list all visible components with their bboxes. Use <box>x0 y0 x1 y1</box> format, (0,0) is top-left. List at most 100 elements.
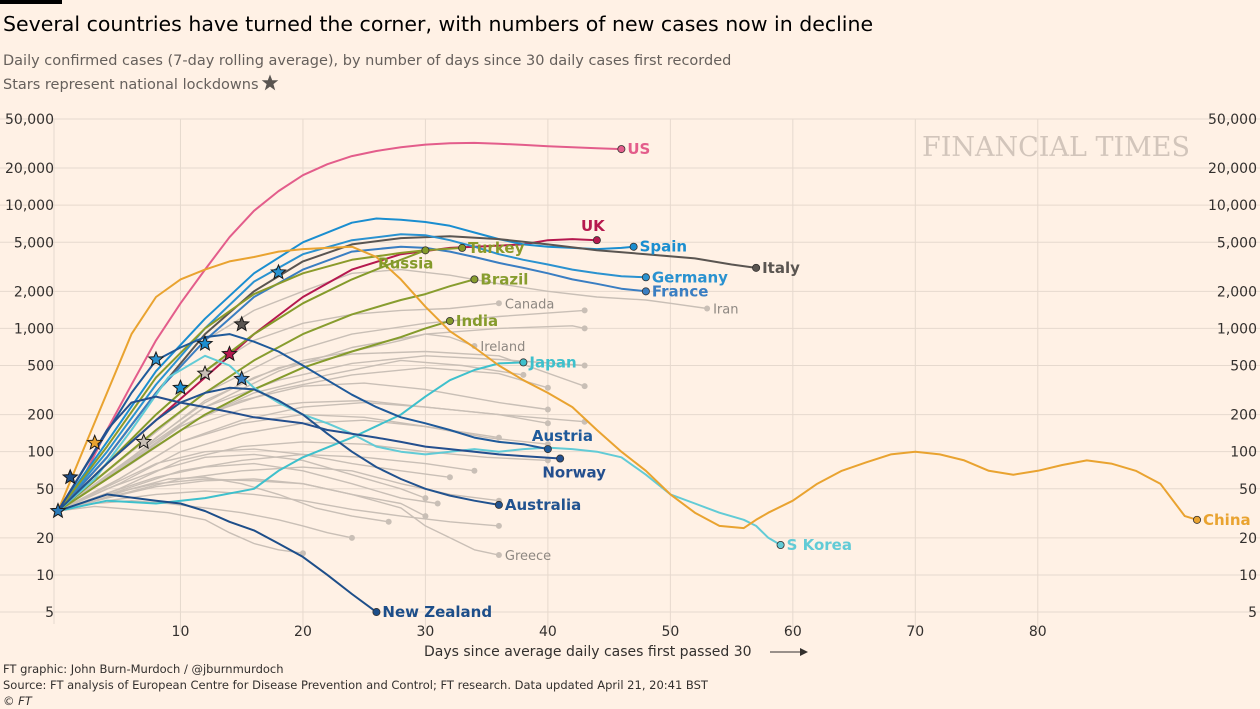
y-tick-label-right: 20,000 <box>1208 161 1257 177</box>
chart-subtitle-stars: Stars represent national lockdowns <box>3 74 279 93</box>
series-end-point <box>544 420 551 427</box>
series-line-other <box>57 478 427 517</box>
series-line-other <box>57 359 525 512</box>
lockdown-star <box>270 263 287 280</box>
lockdown-star <box>61 468 79 485</box>
y-tick-label-left: 200 <box>27 408 54 424</box>
label-france: France <box>652 282 709 300</box>
label-brazil: Brazil <box>480 270 528 288</box>
x-tick-label: 10 <box>172 624 190 640</box>
chart-grid <box>0 118 1260 632</box>
y-tick-label-right: 10 <box>1239 568 1257 584</box>
lockdown-star <box>135 433 153 450</box>
series-line-other <box>57 453 476 512</box>
lockdown-star <box>233 369 251 386</box>
series-line-other <box>57 382 549 512</box>
series-line-italy <box>57 235 758 512</box>
y-tick-label-right: 5,000 <box>1217 235 1257 251</box>
label-japan: Japan <box>528 353 576 371</box>
y-axis-ticks: 5 5 10 10 20 20 50 50 100 100 200 200 500 500 1,000 1,0… <box>5 112 1257 621</box>
y-tick-label-left: 500 <box>27 359 54 375</box>
ft-watermark: FINANCIAL TIMES <box>922 132 1190 163</box>
lockdown-star <box>49 502 67 519</box>
label-s-korea: S Korea <box>787 536 852 554</box>
x-tick-label: 60 <box>784 624 802 640</box>
series-end-point <box>776 540 785 549</box>
series-line-china <box>57 245 1198 530</box>
lockdown-star <box>196 364 214 381</box>
y-tick-label-right: 100 <box>1230 445 1257 461</box>
label-canada: Canada <box>505 297 554 312</box>
y-tick-label-right: 200 <box>1230 408 1257 424</box>
label-us: US <box>627 140 650 158</box>
y-tick-label-left: 5,000 <box>14 235 54 251</box>
label-italy: Italy <box>762 259 800 277</box>
label-china: China <box>1203 511 1251 529</box>
series-line-other <box>57 441 549 512</box>
x-tick-label: 40 <box>539 624 557 640</box>
series-line-other <box>57 505 304 554</box>
series-end-point <box>422 495 429 502</box>
y-tick-label-right: 20 <box>1239 531 1257 547</box>
highlighted-series <box>57 141 1202 617</box>
series-end-point <box>581 325 588 332</box>
footer-source: Source: FT analysis of European Centre f… <box>3 678 708 692</box>
y-tick-label-left: 50,000 <box>5 112 54 128</box>
series-end-point <box>495 300 502 307</box>
lockdown-star <box>147 350 165 367</box>
series-end-point <box>581 362 588 369</box>
x-tick-label: 80 <box>1029 624 1047 640</box>
label-austria: Austria <box>532 427 593 445</box>
y-tick-label-right: 5 <box>1248 605 1257 621</box>
series-end-point <box>629 242 638 251</box>
series-end-point <box>544 406 551 413</box>
series-end-point <box>495 552 502 559</box>
y-tick-label-left: 100 <box>27 445 54 461</box>
series-end-point <box>348 534 355 541</box>
series-line-russia <box>57 249 427 512</box>
lockdown-star <box>196 334 214 351</box>
series-line-other <box>57 500 353 539</box>
series-line-norway <box>57 395 562 512</box>
series-line-other <box>57 462 439 512</box>
label-india: India <box>456 312 498 330</box>
series-end-point <box>519 358 528 367</box>
series-end-point <box>470 275 479 284</box>
series-end-point <box>495 522 502 529</box>
label-spain: Spain <box>640 238 687 256</box>
series-end-point <box>544 457 551 464</box>
series-line-other <box>57 350 586 512</box>
series-line-other <box>57 476 390 523</box>
series-end-point <box>434 500 441 507</box>
series-end-point <box>446 474 453 481</box>
label-australia: Australia <box>505 496 581 514</box>
label-greece: Greece <box>505 549 551 564</box>
y-tick-label-left: 5 <box>45 605 54 621</box>
series-end-point <box>581 307 588 314</box>
series-end-point <box>543 445 552 454</box>
series-end-point <box>556 454 565 463</box>
label-ireland: Ireland <box>480 340 525 355</box>
series-end-point <box>581 383 588 390</box>
series-line-other <box>57 448 451 512</box>
series-line-brazil <box>57 278 476 512</box>
y-tick-label-left: 20 <box>36 531 54 547</box>
x-axis-title: Days since average daily cases first pas… <box>424 644 752 660</box>
footer-credit: FT graphic: John Burn-Murdoch / @jburnmu… <box>3 662 284 676</box>
series-line-uk <box>57 238 598 512</box>
series-end-point <box>299 550 306 557</box>
y-tick-label-left: 20,000 <box>5 161 54 177</box>
series-end-point <box>458 243 467 252</box>
series-end-point <box>617 145 626 154</box>
footer-copyright: © FT <box>3 694 32 708</box>
stars-note: Stars represent national lockdowns <box>3 77 259 93</box>
series-end-point <box>421 246 430 255</box>
y-tick-label-left: 1,000 <box>14 321 54 337</box>
x-axis-title-group: Days since average daily cases first pas… <box>424 644 808 660</box>
label-germany: Germany <box>652 268 728 286</box>
chart-title: Several countries have turned the corner… <box>3 12 874 36</box>
series-end-point <box>1193 515 1202 524</box>
series-end-point <box>641 287 650 296</box>
